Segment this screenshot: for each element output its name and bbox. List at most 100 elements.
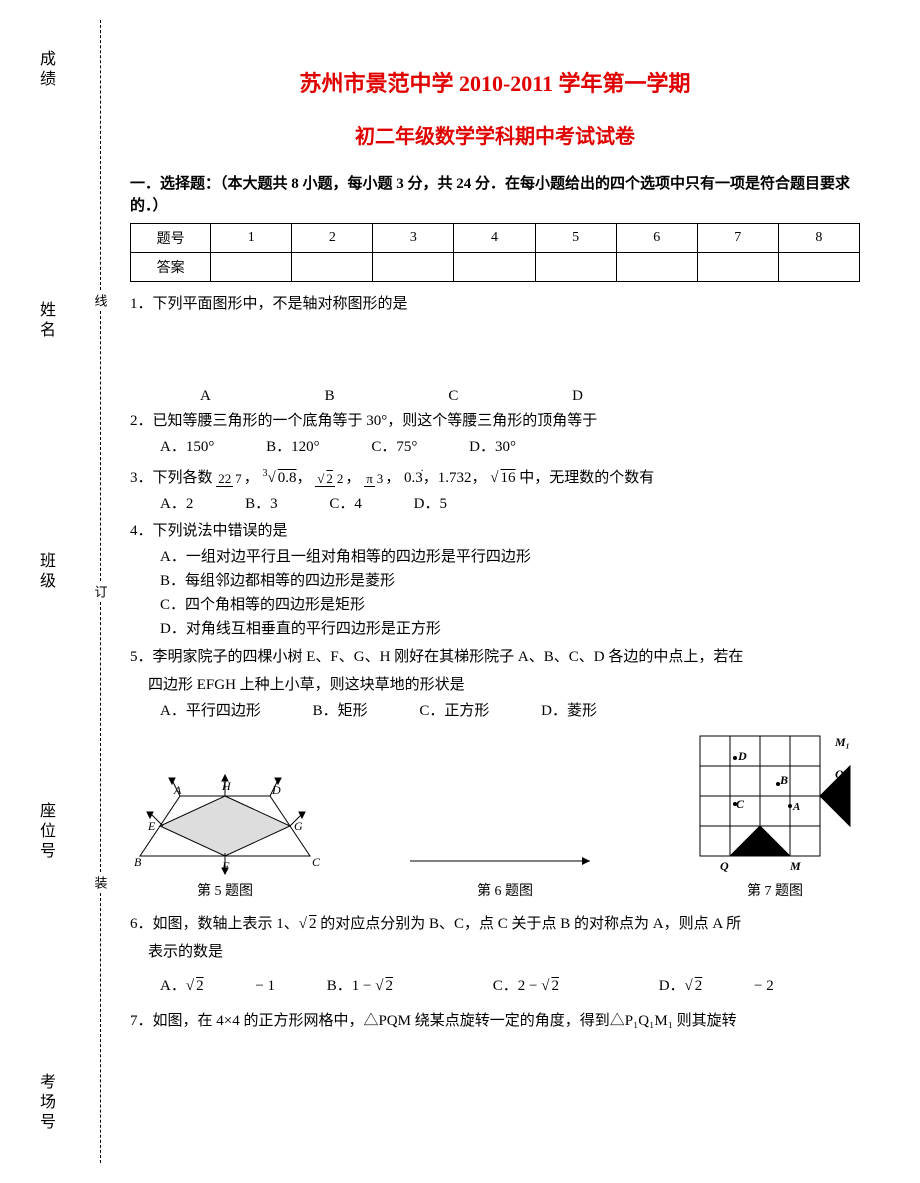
q3-term-22-7: 227 bbox=[216, 472, 244, 486]
q5-opt-a: A．平行四边形 bbox=[160, 699, 261, 720]
question-5-line1: 5．李明家院子的四棵小树 E、F、G、H 刚好在其梯形院子 A、B、C、D 各边… bbox=[130, 645, 860, 669]
figure-6: 第 6 题图 bbox=[405, 846, 605, 900]
answer-table-col-7: 7 bbox=[697, 224, 778, 253]
svg-text:Q: Q bbox=[720, 859, 729, 873]
answer-cell-4[interactable] bbox=[454, 253, 535, 282]
svg-text:D: D bbox=[737, 749, 747, 763]
svg-text:M: M bbox=[789, 859, 801, 873]
q6-opt-c: C．2 − √2 bbox=[493, 974, 607, 995]
q3-term-sqrt16: √16 bbox=[490, 470, 515, 486]
side-label-score: 成绩 bbox=[33, 50, 57, 90]
title-line-2: 初二年级数学学科期中考试试卷 bbox=[130, 120, 860, 149]
q3-prefix: 3．下列各数 bbox=[130, 470, 213, 486]
q3-opt-d: D．5 bbox=[414, 492, 447, 513]
q5-opt-d: D．菱形 bbox=[541, 699, 597, 720]
svg-text:H: H bbox=[221, 779, 232, 793]
answer-table-col-8: 8 bbox=[778, 224, 859, 253]
question-2: 2．已知等腰三角形的一个底角等于 30°，则这个等腰三角形的顶角等于 bbox=[130, 409, 860, 433]
question-3: 3．下列各数 227， 3√0.8， √22， π3， 0.3，1.732， √… bbox=[130, 462, 860, 490]
answer-table-header-label: 题号 bbox=[131, 224, 211, 253]
q3-term-cuberoot: 3√0.8 bbox=[263, 470, 297, 486]
answer-cell-8[interactable] bbox=[778, 253, 859, 282]
answer-table-col-1: 1 bbox=[211, 224, 292, 253]
svg-text:D: D bbox=[271, 783, 281, 797]
figure-7: D B C A P Q M P₁ Q₁ M₁ 第 7 题图 bbox=[690, 726, 860, 900]
answer-table-col-5: 5 bbox=[535, 224, 616, 253]
binding-margin-labels: 成绩 姓名 班级 座位号 考场号 bbox=[10, 20, 80, 1163]
title-line-1: 苏州市景范中学 2010-2011 学年第一学期 bbox=[130, 66, 860, 98]
q1-label-d: D bbox=[572, 388, 583, 405]
svg-text:A: A bbox=[792, 801, 800, 813]
q6-opt-d: D．√2 − 2 bbox=[659, 974, 774, 995]
q5-opt-c: C．正方形 bbox=[419, 699, 489, 720]
svg-text:Q₁: Q₁ bbox=[835, 767, 848, 781]
binding-anno-zhuang: 装 bbox=[91, 876, 110, 889]
answer-table-col-4: 4 bbox=[454, 224, 535, 253]
q2-opt-c: C．75° bbox=[371, 435, 417, 456]
answer-cell-5[interactable] bbox=[535, 253, 616, 282]
svg-text:C: C bbox=[736, 797, 745, 811]
svg-text:B: B bbox=[134, 855, 142, 869]
answer-table-col-6: 6 bbox=[616, 224, 697, 253]
q3-suffix: 中，无理数的个数有 bbox=[519, 470, 654, 486]
q1-label-a: A bbox=[200, 388, 211, 405]
question-3-options: A．2 B．3 C．4 D．5 bbox=[160, 492, 860, 513]
question-6-line2: 表示的数是 bbox=[148, 940, 860, 964]
answer-table-col-3: 3 bbox=[373, 224, 454, 253]
question-1-choice-labels: A B C D bbox=[200, 388, 860, 405]
q3-opt-c: C．4 bbox=[329, 492, 362, 513]
figure-5-svg: A H D E G B F C bbox=[130, 766, 320, 876]
q3-term-0.3dot: 0.3 bbox=[404, 470, 423, 486]
q1-label-b: B bbox=[325, 388, 335, 405]
svg-text:M₁: M₁ bbox=[834, 735, 850, 749]
svg-text:G: G bbox=[294, 819, 303, 833]
q4-opt-d: D．对角线互相垂直的平行四边形是正方形 bbox=[160, 617, 860, 641]
side-label-seat: 座位号 bbox=[33, 802, 57, 862]
answer-cell-2[interactable] bbox=[292, 253, 373, 282]
side-label-class: 班级 bbox=[33, 552, 57, 592]
svg-text:E: E bbox=[147, 819, 156, 833]
answer-table-col-2: 2 bbox=[292, 224, 373, 253]
q3-term-sqrt2-2: √22 bbox=[315, 472, 345, 486]
figure-7-caption: 第 7 题图 bbox=[690, 880, 860, 900]
q6-opt-b: B．1 − √2 bbox=[327, 974, 441, 995]
q2-opt-a: A．150° bbox=[160, 435, 214, 456]
figure-row: A H D E G B F C 第 5 题图 第 6 题图 bbox=[130, 726, 860, 900]
q2-opt-d: D．30° bbox=[469, 435, 516, 456]
figure-5-caption: 第 5 题图 bbox=[130, 880, 320, 900]
svg-text:P₁: P₁ bbox=[823, 789, 835, 803]
question-6-line1: 6．如图，数轴上表示 1、√2 的对应点分别为 B、C，点 C 关于点 B 的对… bbox=[130, 912, 860, 936]
question-5-line2: 四边形 EFGH 上种上小草，则这块草地的形状是 bbox=[148, 673, 860, 697]
q4-opt-b: B．每组邻边都相等的四边形是菱形 bbox=[160, 569, 860, 593]
answer-cell-1[interactable] bbox=[211, 253, 292, 282]
q5-opt-b: B．矩形 bbox=[313, 699, 368, 720]
q3-term-pi-3: π3 bbox=[364, 472, 385, 486]
figure-5: A H D E G B F C 第 5 题图 bbox=[130, 766, 320, 900]
question-1: 1．下列平面图形中，不是轴对称图形的是 bbox=[130, 292, 860, 316]
question-2-options: A．150° B．120° C．75° D．30° bbox=[160, 435, 860, 456]
svg-text:C: C bbox=[312, 855, 320, 869]
question-5-options: A．平行四边形 B．矩形 C．正方形 D．菱形 bbox=[160, 699, 860, 720]
q3-opt-b: B．3 bbox=[245, 492, 278, 513]
binding-line: 线 订 装 bbox=[80, 20, 120, 1163]
q4-opt-a: A．一组对边平行且一组对角相等的四边形是平行四边形 bbox=[160, 545, 860, 569]
q3-opt-a: A．2 bbox=[160, 492, 193, 513]
side-label-room: 考场号 bbox=[33, 1073, 57, 1133]
figure-7-svg: D B C A P Q M P₁ Q₁ M₁ bbox=[690, 726, 860, 876]
q1-label-c: C bbox=[448, 388, 458, 405]
answer-cell-3[interactable] bbox=[373, 253, 454, 282]
figure-6-caption: 第 6 题图 bbox=[405, 880, 605, 900]
answer-cell-7[interactable] bbox=[697, 253, 778, 282]
binding-anno-ding: 订 bbox=[91, 585, 110, 598]
binding-anno-xian: 线 bbox=[91, 294, 110, 307]
figure-6-svg bbox=[405, 846, 605, 876]
question-6-options: A．√2 − 1 B．1 − √2 C．2 − √2 D．√2 − 2 bbox=[160, 974, 860, 995]
side-label-name: 姓名 bbox=[33, 301, 57, 341]
section-1-title: 一．选择题：（本大题共 8 小题，每小题 3 分，共 24 分．在每小题给出的四… bbox=[130, 173, 860, 217]
svg-text:A: A bbox=[173, 783, 182, 797]
answer-cell-6[interactable] bbox=[616, 253, 697, 282]
svg-text:F: F bbox=[221, 859, 230, 873]
answer-table: 题号 1 2 3 4 5 6 7 8 答案 bbox=[130, 223, 860, 282]
q6-opt-a: A．√2 − 1 bbox=[160, 974, 275, 995]
question-4: 4．下列说法中错误的是 bbox=[130, 519, 860, 543]
